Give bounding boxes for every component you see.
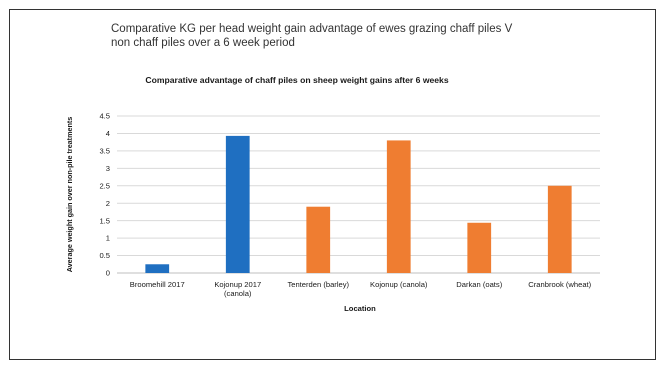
gridlines [117, 115, 600, 274]
x-tick-label: Kojonup 2017 [214, 280, 261, 289]
x-tick-label: Darkan (oats) [456, 280, 502, 289]
x-axis-label: Location [344, 304, 376, 313]
x-tick-label: Tenterden (barley) [287, 280, 349, 289]
x-tick-label: Cranbrook (wheat) [528, 280, 591, 289]
y-axis-ticks: 0 0.5 1 1.5 2 2.5 3 3.5 4 4.5 [99, 112, 110, 278]
x-axis-ticks: Broomehill 2017 Kojonup 2017(canola) Tente… [130, 280, 592, 298]
bar [225, 135, 250, 273]
x-tick-label: Kojonup (canola) [370, 280, 428, 289]
y-tick-label: 1.5 [99, 216, 110, 225]
y-tick-label: 2.5 [99, 181, 110, 190]
slide-title: Comparative KG per head weight gain adva… [111, 22, 581, 50]
slide-title-line-1: Comparative KG per head weight gain adva… [111, 23, 513, 35]
y-axis-label: Average weight gain over non-pile treatm… [65, 117, 74, 273]
y-tick-label: 0.5 [99, 251, 110, 260]
y-tick-label: 2 [106, 199, 110, 208]
y-tick-label: 4 [106, 129, 110, 138]
y-tick-label: 0 [106, 269, 110, 278]
chart-title: Comparative advantage of chaff piles on … [145, 75, 448, 85]
bar [547, 185, 572, 273]
x-tick-label: (canola) [224, 289, 252, 298]
y-tick-label: 3.5 [99, 146, 110, 155]
slide-frame [9, 9, 656, 360]
x-tick-label: Broomehill 2017 [130, 280, 185, 289]
y-tick-label: 3 [106, 164, 110, 173]
bar [145, 264, 170, 273]
y-tick-label: 4.5 [99, 112, 110, 121]
y-tick-label: 1 [106, 234, 110, 243]
bar [386, 140, 411, 273]
bars [145, 135, 572, 273]
bar [467, 222, 492, 273]
slide-title-line-2: non chaff piles over a 6 week period [111, 37, 295, 49]
bar [306, 206, 331, 273]
